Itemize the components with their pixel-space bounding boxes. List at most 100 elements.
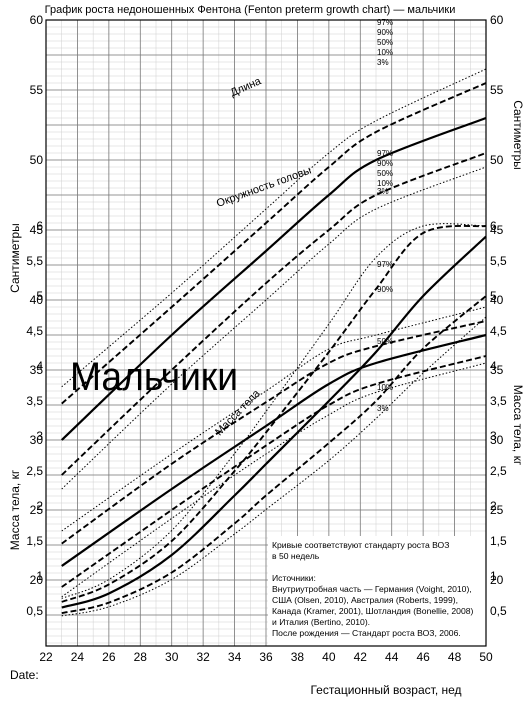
right-kg-axis-label: Масса тела, кг <box>511 385 525 466</box>
weight-percentile-label: 3% <box>377 404 389 413</box>
length-percentile-label: 3% <box>377 58 389 67</box>
sources-note-line: Кривые соответствуют стандарту роста ВОЗ <box>272 540 449 550</box>
length-percentile-label: 97% <box>377 18 393 27</box>
left-kg-tick-label: 5 <box>36 289 43 303</box>
x-tick-label: 44 <box>385 650 399 664</box>
x-tick-label: 36 <box>259 650 273 664</box>
right-cm-axis-label: Сантиметры <box>511 100 525 170</box>
weight-percentile-label: 90% <box>377 285 393 294</box>
right-kg-tick-label: 4,5 <box>490 324 507 338</box>
right-kg-tick-label: 2 <box>490 499 497 513</box>
right-cm-tick-label: 45 <box>490 223 504 237</box>
sources-note-line: После рождения — Стандарт роста ВОЗ, 200… <box>272 628 461 638</box>
right-kg-tick-label: 2,5 <box>490 464 507 478</box>
left-kg-tick-label: 5,5 <box>26 254 43 268</box>
head-percentile-label: 50% <box>377 169 393 178</box>
sources-note-line: Канада (Kramer, 2001), Шотландия (Bonell… <box>272 606 474 616</box>
length-curve-90 <box>61 82 487 405</box>
x-tick-label: 42 <box>354 650 368 664</box>
weight-percentile-label: 10% <box>377 383 393 392</box>
length-percentile-label: 90% <box>377 28 393 37</box>
x-tick-label: 50 <box>479 650 493 664</box>
chart-title: График роста недоношенных Фентона (Fento… <box>45 4 456 16</box>
x-tick-label: 38 <box>291 650 305 664</box>
right-kg-tick-label: 1,5 <box>490 534 507 548</box>
left-kg-tick-label: 6 <box>36 219 43 233</box>
right-kg-tick-label: 3,5 <box>490 394 507 408</box>
head-curve-10 <box>61 355 487 588</box>
left-cm-tick-label: 55 <box>30 83 44 97</box>
right-kg-tick-label: 4 <box>490 359 497 373</box>
left-kg-tick-label: 0,5 <box>26 604 43 618</box>
left-cm-tick-label: 20 <box>30 573 44 587</box>
right-kg-tick-label: 1 <box>490 569 497 583</box>
left-kg-tick-label: 1 <box>36 569 43 583</box>
length-percentile-label: 10% <box>377 48 393 57</box>
x-tick-label: 48 <box>448 650 462 664</box>
length-curve-10 <box>61 152 487 476</box>
left-kg-tick-label: 4,5 <box>26 324 43 338</box>
x-tick-label: 34 <box>228 650 242 664</box>
left-cm-tick-label: 25 <box>30 503 44 517</box>
left-kg-tick-label: 1,5 <box>26 534 43 548</box>
left-kg-tick-label: 3,5 <box>26 394 43 408</box>
length-curve-3 <box>61 166 487 490</box>
right-cm-tick-label: 20 <box>490 573 504 587</box>
date-label: Date: <box>10 668 39 682</box>
left-kg-tick-label: 2,5 <box>26 464 43 478</box>
right-cm-tick-label: 55 <box>490 83 504 97</box>
right-kg-tick-label: 5,5 <box>490 254 507 268</box>
head-curve-3 <box>61 362 487 598</box>
right-kg-tick-label: 5 <box>490 289 497 303</box>
x-tick-label: 40 <box>322 650 336 664</box>
right-cm-tick-label: 25 <box>490 503 504 517</box>
x-tick-label: 26 <box>102 650 116 664</box>
left-kg-axis-label: Масса тела, кг <box>8 469 22 550</box>
left-cm-tick-label: 45 <box>30 223 44 237</box>
right-cm-tick-label: 50 <box>490 153 504 167</box>
x-axis-label: Гестационный возраст, нед <box>310 683 461 697</box>
length-curve-label: Длина <box>229 75 264 99</box>
head-curve-97 <box>61 306 487 532</box>
right-kg-tick-label: 6 <box>490 219 497 233</box>
weight-percentile-label: 50% <box>377 337 393 346</box>
left-cm-tick-label: 40 <box>30 293 44 307</box>
head-curve-50 <box>61 333 487 567</box>
weight-curve-97 <box>61 223 487 599</box>
left-cm-tick-label: 60 <box>30 13 44 27</box>
x-tick-label: 24 <box>71 650 85 664</box>
x-tick-label: 28 <box>134 650 148 664</box>
head-percentile-label: 90% <box>377 159 393 168</box>
sources-note-line: и Италия (Bertino, 2010). <box>272 617 370 627</box>
x-tick-label: 30 <box>165 650 179 664</box>
sources-note: Кривые соответствуют стандарту роста ВОЗ… <box>272 540 474 638</box>
left-cm-tick-label: 30 <box>30 433 44 447</box>
right-cm-tick-label: 35 <box>490 363 504 377</box>
percentile-curves: 97%90%50%10%3%97%90%50%10%3%97%90%50%10%… <box>60 18 487 617</box>
sources-note-line: США (Olsen, 2010), Австралия (Roberts, 1… <box>272 595 458 605</box>
right-kg-tick-label: 3 <box>490 429 497 443</box>
sources-note-line: Источники: <box>272 573 316 583</box>
head-percentile-label: 97% <box>377 149 393 158</box>
sources-note-line: в 50 недель <box>272 551 320 561</box>
right-kg-tick-label: 0,5 <box>490 604 507 618</box>
weight-curve-50 <box>61 235 487 609</box>
right-cm-tick-label: 60 <box>490 13 504 27</box>
head-percentile-label: 10% <box>377 179 393 188</box>
left-cm-axis-label: Сантиметры <box>8 223 22 293</box>
x-tick-label: 32 <box>196 650 210 664</box>
left-cm-tick-label: 35 <box>30 363 44 377</box>
left-cm-tick-label: 50 <box>30 153 44 167</box>
length-curve-50 <box>60 116 487 441</box>
weight-curve-90 <box>61 224 487 603</box>
head-percentile-label: 3% <box>377 187 389 196</box>
x-tick-label: 46 <box>416 650 430 664</box>
length-curve-97 <box>61 68 487 388</box>
sources-note-box <box>268 536 488 646</box>
head-curve-90 <box>61 320 487 545</box>
left-kg-tick-label: 3 <box>36 429 43 443</box>
weight-percentile-label: 97% <box>377 260 393 269</box>
left-kg-tick-label: 4 <box>36 359 43 373</box>
